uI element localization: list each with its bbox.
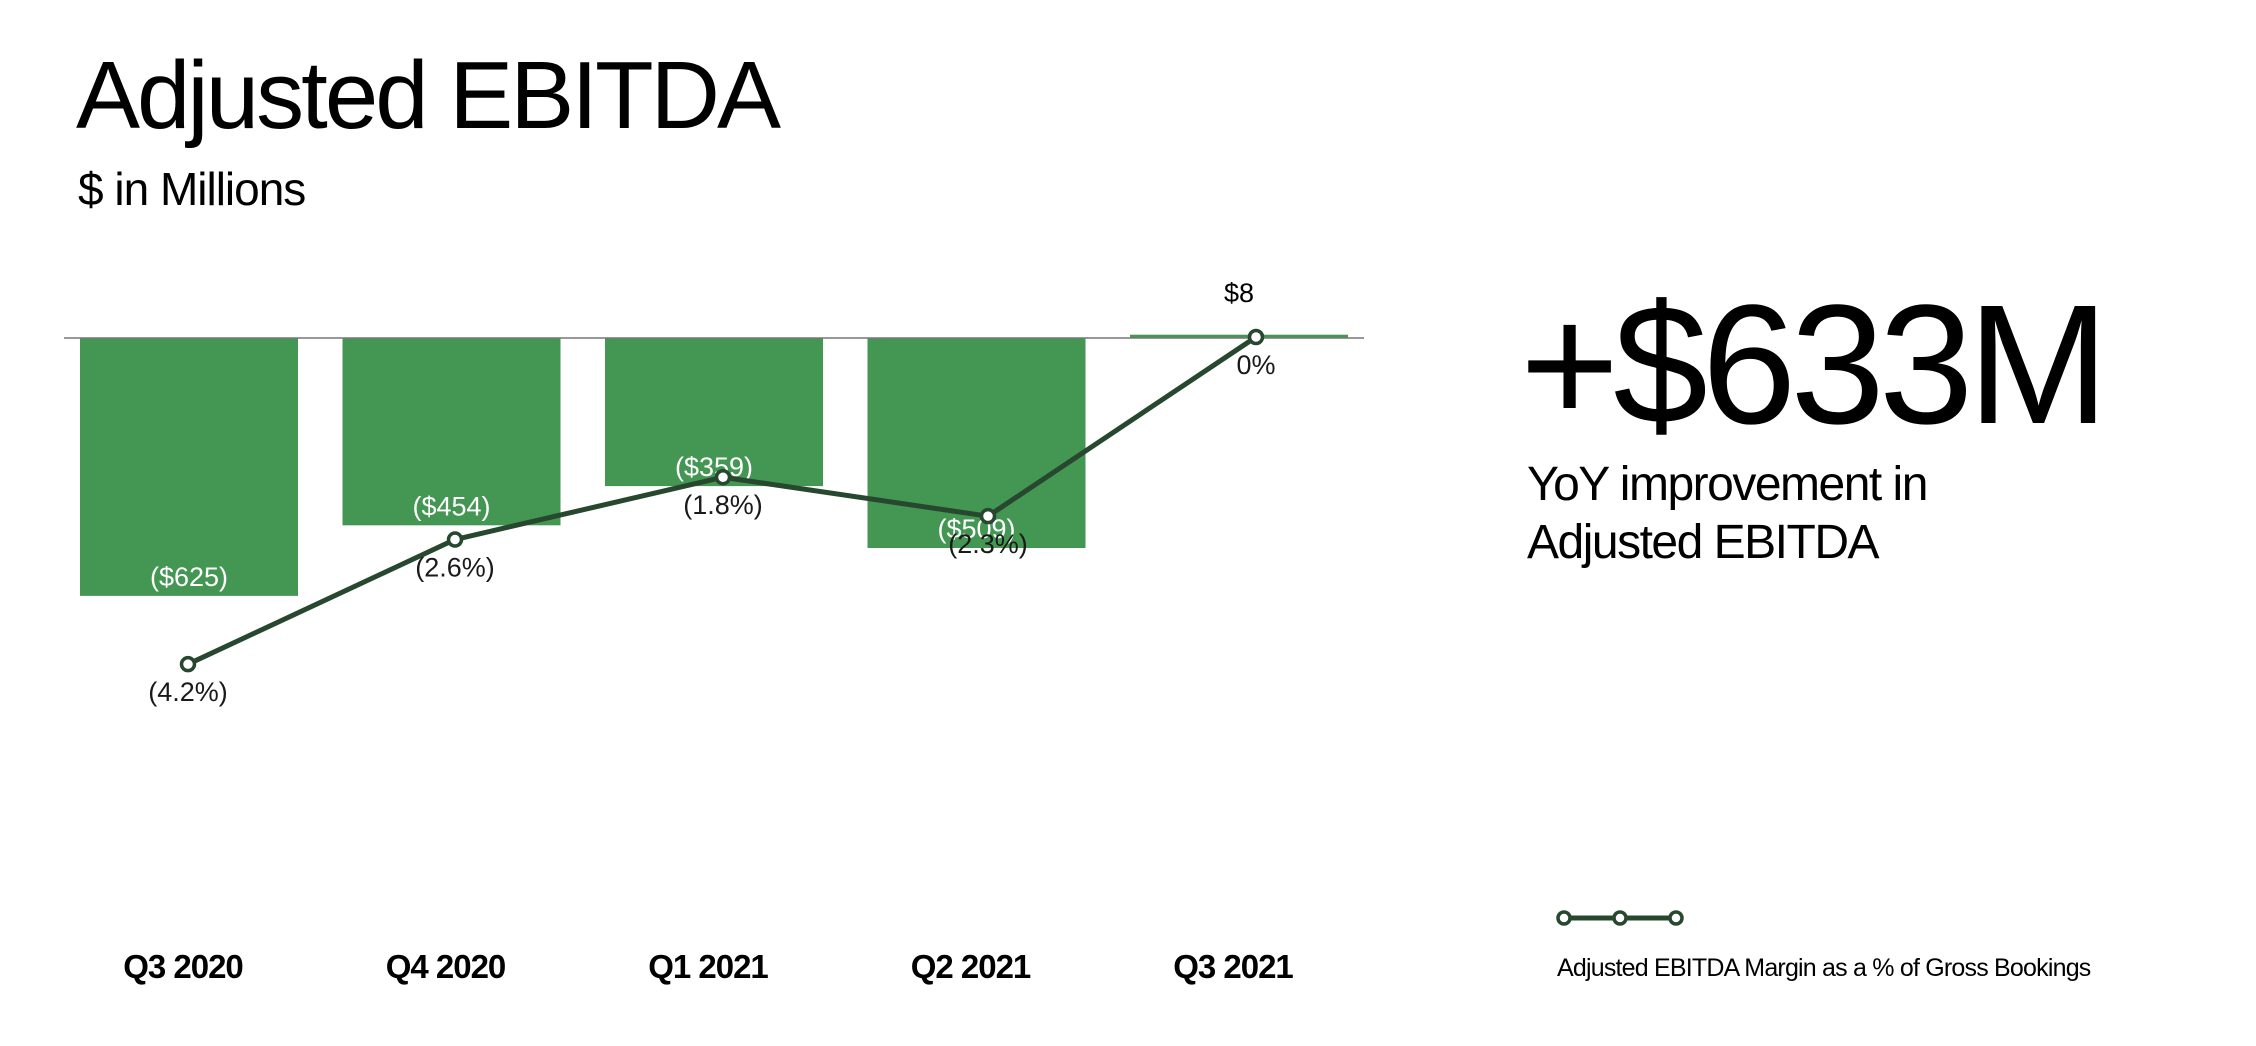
bar-2 (342, 338, 561, 526)
page-subtitle: $ in Millions (78, 163, 306, 215)
margin-point-5 (1247, 328, 1265, 346)
margin-value-label-2: (2.6%) (415, 553, 495, 583)
margin-value-label-1: (4.2%) (148, 677, 228, 707)
x-tick-label-3: Q1 2021 (648, 948, 768, 985)
bar-value-label-1: ($625) (150, 562, 228, 592)
x-tick-label-2: Q4 2020 (386, 948, 506, 985)
margin-value-label-3: (1.8%) (683, 490, 763, 520)
x-tick-label-5: Q3 2021 (1173, 948, 1293, 985)
yoy-improvement-value: +$633M (1520, 270, 2109, 460)
legend-line-marker-icon (1556, 910, 1684, 926)
bar-value-label-2: ($454) (412, 491, 490, 521)
margin-point-3 (714, 468, 732, 486)
bar-value-label-4: ($509) (937, 514, 1015, 544)
margin-point-2 (446, 531, 464, 548)
legend-label: Adjusted EBITDA Margin as a % of Gross B… (1557, 954, 2091, 982)
bar-1 (80, 338, 298, 596)
margin-point-1 (179, 655, 197, 673)
margin-value-label-5: 0% (1236, 350, 1275, 380)
x-tick-label-1: Q3 2020 (123, 948, 243, 985)
ebitda-chart: ($625)($454)($359)($509)$8(4.2%)(2.6%)(1… (64, 278, 1364, 985)
yoy-improvement-caption: YoY improvement in Adjusted EBITDA (1527, 458, 1928, 569)
page-title: Adjusted EBITDA (76, 42, 781, 149)
x-tick-label-4: Q2 2021 (911, 948, 1031, 985)
margin-point-4 (979, 507, 997, 525)
bar-5 (1130, 334, 1348, 338)
margin-value-label-4: (2.3%) (948, 529, 1028, 559)
bar-3 (605, 338, 823, 487)
bar-value-label-5: $8 (1224, 278, 1254, 308)
